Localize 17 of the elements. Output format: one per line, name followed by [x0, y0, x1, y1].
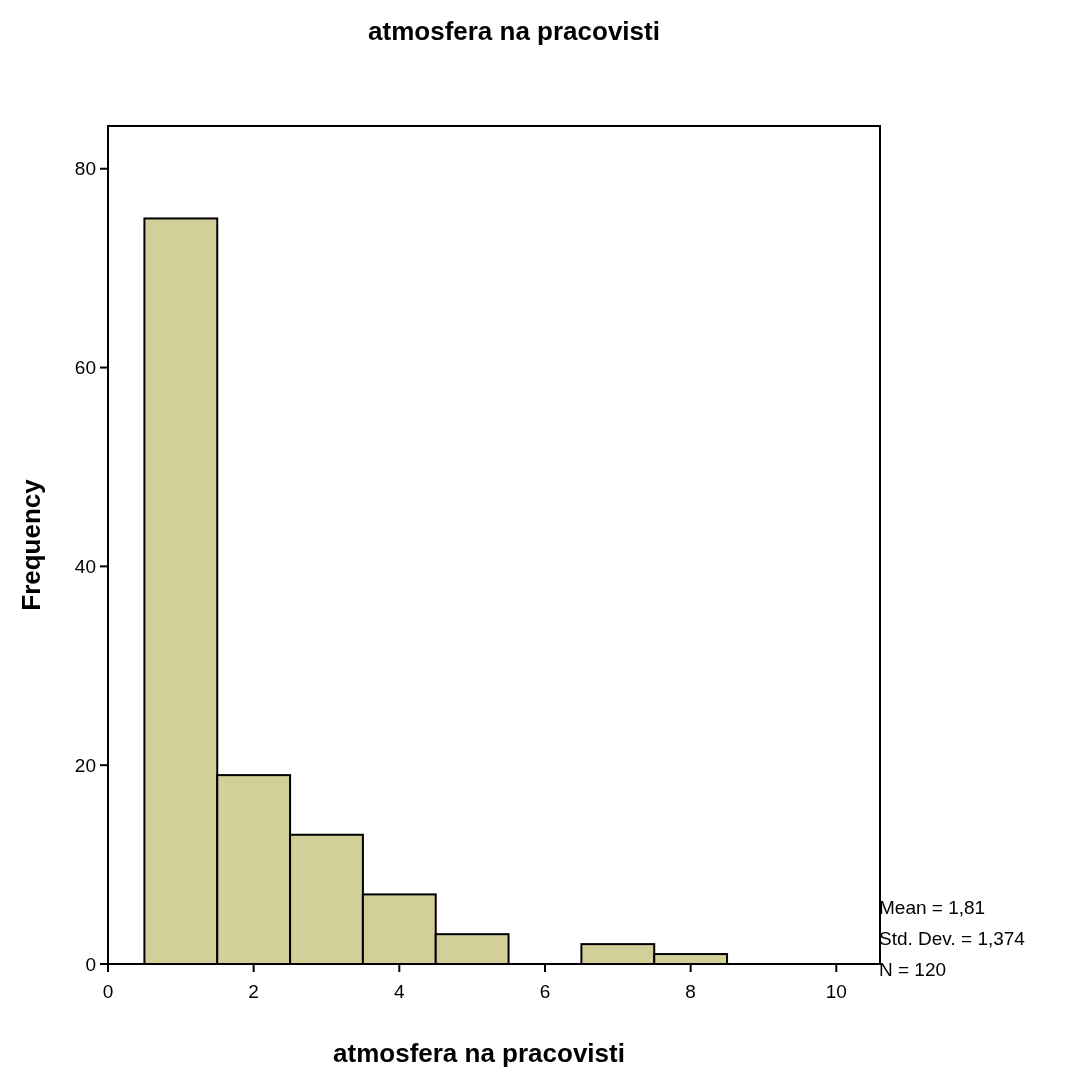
y-tick-label: 60 [74, 357, 96, 379]
y-tick-label: 80 [74, 158, 96, 180]
x-tick-label: 2 [248, 981, 259, 1002]
x-tick-label: 0 [102, 981, 114, 1002]
chart-title: atmosfera na pracovisti [368, 16, 660, 46]
y-axis-title: Frequency [16, 478, 46, 611]
x-tick-label: 4 [394, 981, 406, 1002]
annotation: Std. Dev. = 1,374 [879, 928, 1026, 949]
y-tick-label: 20 [74, 754, 96, 776]
annotation: Mean = 1,81 [879, 897, 986, 918]
x-axis-title: atmosfera na pracovisti [333, 1038, 625, 1068]
x-tick-label: 8 [685, 981, 696, 1002]
x-tick-label: 6 [539, 981, 551, 1002]
y-tick-label: 40 [74, 556, 96, 578]
annotation: N = 120 [879, 959, 947, 980]
x-tick-label: 10 [825, 981, 847, 1002]
y-tick-label: 0 [85, 953, 96, 975]
